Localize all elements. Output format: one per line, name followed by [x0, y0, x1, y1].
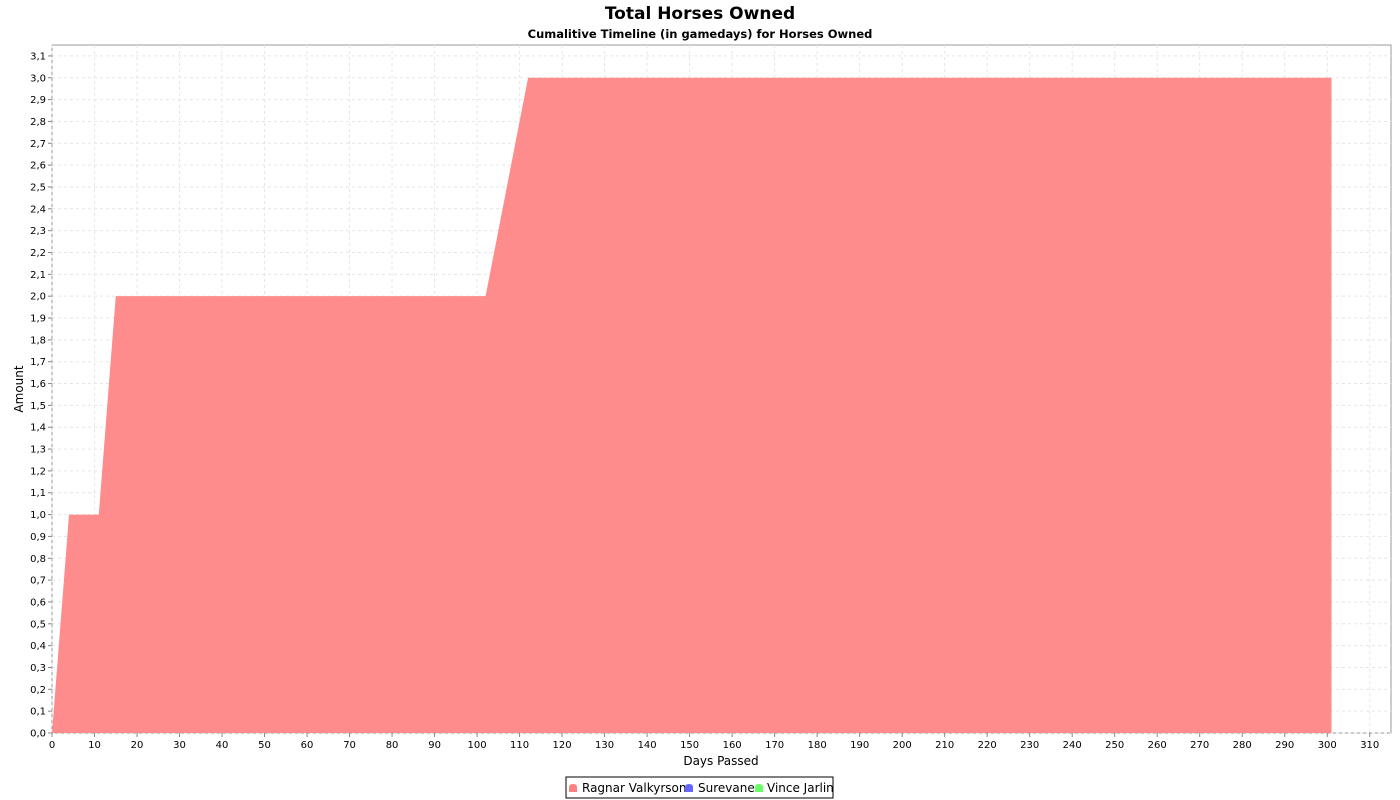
legend-label-1: Surevane: [698, 781, 755, 795]
x-tick-label: 250: [1105, 740, 1124, 751]
y-tick-label: 1,7: [30, 357, 46, 368]
x-axis: 0 10 20 30 40 50 60 70 80 90 100 110 120 130 140 150 160…: [49, 733, 1379, 751]
x-tick-label: 120: [553, 740, 572, 751]
x-tick-label: 110: [510, 740, 529, 751]
x-tick-label: 70: [343, 740, 356, 751]
y-tick-label: 3,0: [30, 73, 46, 84]
legend-box: [565, 776, 834, 799]
x-tick-label: 130: [595, 740, 614, 751]
y-tick-label: 0,7: [30, 576, 46, 587]
legend-label-2: Vince Jarlin: [767, 781, 834, 795]
y-tick-label: 0,2: [30, 685, 46, 696]
legend-swatch-2: [755, 784, 763, 792]
x-tick-label: 280: [1233, 740, 1252, 751]
y-tick-label: 0,0: [30, 729, 46, 740]
series-layer: [52, 77, 1332, 733]
x-tick-label: 310: [1360, 740, 1379, 751]
x-tick-label: 80: [386, 740, 399, 751]
x-tick-label: 220: [978, 740, 997, 751]
x-tick-label: 290: [1275, 740, 1294, 751]
y-tick-label: 0,6: [30, 597, 46, 608]
x-tick-label: 10: [88, 740, 101, 751]
y-axis-label: Amount: [12, 365, 26, 412]
y-tick-label: 0,3: [30, 663, 46, 674]
legend: Ragnar Valkyrson Surevane Vince Jarlin: [565, 776, 834, 799]
x-tick-label: 0: [49, 740, 55, 751]
x-tick-label: 90: [428, 740, 441, 751]
y-tick-label: 0,4: [30, 641, 46, 652]
y-tick-label: 2,1: [30, 270, 46, 281]
y-tick-label: 1,5: [30, 401, 46, 412]
x-tick-label: 140: [638, 740, 657, 751]
x-axis-label: Days Passed: [683, 754, 758, 768]
y-tick-label: 2,8: [30, 117, 46, 128]
y-tick-label: 0,9: [30, 532, 46, 543]
y-tick-label: 1,6: [30, 379, 46, 390]
x-tick-label: 150: [680, 740, 699, 751]
x-tick-label: 60: [301, 740, 314, 751]
y-tick-label: 1,4: [30, 423, 46, 434]
y-tick-label: 1,0: [30, 510, 46, 521]
y-tick-label: 0,1: [30, 707, 46, 718]
x-tick-label: 230: [1020, 740, 1039, 751]
y-tick-label: 2,0: [30, 292, 46, 303]
chart-title: Total Horses Owned: [605, 4, 795, 24]
x-tick-label: 20: [131, 740, 144, 751]
y-tick-label: 0,8: [30, 554, 46, 565]
x-tick-label: 270: [1190, 740, 1209, 751]
y-tick-label: 1,2: [30, 466, 46, 477]
area-series-0: [52, 77, 1332, 733]
x-tick-label: 160: [723, 740, 742, 751]
y-tick-label: 2,2: [30, 248, 46, 259]
y-tick-label: 1,8: [30, 335, 46, 346]
y-tick-label: 3,1: [30, 51, 46, 62]
y-tick-label: 2,7: [30, 139, 46, 150]
x-tick-label: 50: [258, 740, 271, 751]
x-tick-label: 100: [468, 740, 487, 751]
y-tick-label: 2,4: [30, 204, 46, 215]
x-tick-label: 190: [850, 740, 869, 751]
y-tick-label: 1,3: [30, 445, 46, 456]
legend-swatch-0: [569, 784, 577, 792]
y-tick-label: 1,9: [30, 314, 46, 325]
chart-subtitle: Cumalitive Timeline (in gamedays) for Ho…: [528, 27, 873, 41]
y-axis: 0,0 0,1 0,2 0,3 0,4 0,5 0,6 0,7 0,8 0,9 1,0 1,1 1,2 1…: [30, 51, 52, 740]
x-tick-label: 200: [893, 740, 912, 751]
x-tick-label: 40: [216, 740, 229, 751]
x-tick-label: 260: [1148, 740, 1167, 751]
y-tick-label: 2,9: [30, 95, 46, 106]
x-tick-label: 170: [765, 740, 784, 751]
x-tick-label: 180: [808, 740, 827, 751]
x-tick-label: 30: [173, 740, 186, 751]
legend-swatch-1: [685, 784, 693, 792]
x-tick-label: 300: [1318, 740, 1337, 751]
y-tick-label: 0,5: [30, 619, 46, 630]
legend-label-0: Ragnar Valkyrson: [582, 781, 686, 795]
y-tick-label: 2,3: [30, 226, 46, 237]
y-tick-label: 2,5: [30, 182, 46, 193]
y-tick-label: 1,1: [30, 488, 46, 499]
x-tick-label: 210: [935, 740, 954, 751]
x-tick-label: 240: [1063, 740, 1082, 751]
y-tick-label: 2,6: [30, 161, 46, 172]
